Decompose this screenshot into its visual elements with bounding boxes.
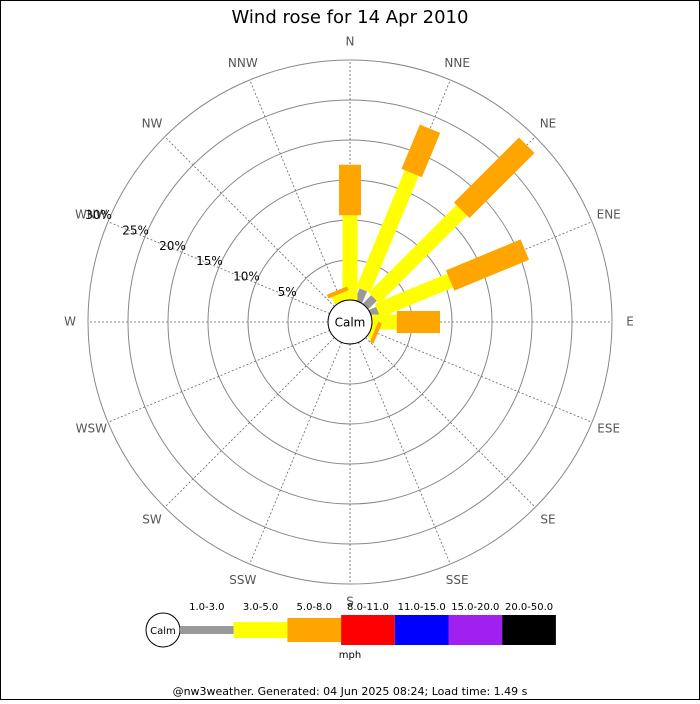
legend-swatch: [233, 622, 288, 638]
spoke: [164, 337, 335, 508]
bar: [367, 323, 377, 339]
bar: [453, 137, 535, 219]
spoke: [370, 330, 593, 423]
bar: [374, 273, 454, 318]
ring: [87, 59, 613, 585]
bar: [514, 132, 540, 158]
direction-label: ENE: [597, 207, 621, 221]
spoke: [107, 330, 330, 423]
r-tick-label: 5%: [278, 285, 297, 299]
spoke: [358, 342, 451, 565]
bar: [356, 170, 419, 293]
bar: [326, 286, 349, 299]
legend-swatch: [394, 615, 449, 645]
direction-label: NNE: [444, 56, 470, 70]
bar: [331, 291, 349, 305]
spoke: [164, 136, 335, 307]
direction-label: WNW: [75, 207, 108, 221]
direction-label: E: [626, 315, 634, 329]
legend-swatch: [448, 615, 503, 645]
r-tick-label: 20%: [159, 239, 186, 253]
calm-label: Calm: [335, 316, 366, 330]
bar: [369, 321, 382, 344]
direction-label: SW: [142, 512, 162, 526]
r-tick-label: 25%: [122, 224, 149, 238]
bar: [396, 311, 440, 333]
bar: [401, 124, 441, 178]
spoke: [249, 79, 342, 302]
bar: [342, 215, 358, 300]
r-tick-label: 15%: [196, 254, 223, 268]
legend-label: 15.0-20.0: [451, 602, 499, 613]
legend-label: 8.0-11.0: [347, 602, 389, 613]
bar: [339, 164, 361, 216]
r-tick-label: 10%: [233, 269, 260, 283]
spoke: [107, 221, 330, 314]
legend-swatch: [341, 615, 395, 645]
direction-label: N: [346, 35, 355, 49]
direction-label: WSW: [76, 422, 107, 436]
legend-label: 20.0-50.0: [505, 602, 553, 613]
legend-label: 5.0-8.0: [297, 602, 332, 613]
direction-label: NE: [540, 117, 557, 131]
direction-label: SSW: [229, 573, 256, 587]
direction-label: NNW: [228, 56, 258, 70]
direction-label: NW: [142, 117, 163, 131]
direction-label: S: [346, 595, 354, 609]
footer: @nw3weather. Generated: 04 Jun 2025 08:2…: [173, 685, 528, 698]
chart-title: Wind rose for 14 Apr 2010: [232, 7, 469, 28]
spoke: [249, 342, 342, 565]
unit-label: mph: [339, 650, 361, 661]
legend-label: 11.0-15.0: [398, 602, 446, 613]
direction-label: W: [64, 315, 76, 329]
bar: [445, 239, 530, 291]
direction-label: SE: [540, 512, 555, 526]
legend-label: 1.0-3.0: [189, 602, 224, 613]
calm-circle: [327, 299, 373, 345]
direction-label: SSE: [446, 573, 469, 587]
r-tick-label: 30%: [85, 208, 112, 222]
bar: [354, 288, 368, 304]
legend-calm-label: Calm: [150, 626, 176, 637]
bar: [362, 295, 377, 310]
legend-swatch: [180, 626, 234, 634]
bar: [416, 123, 444, 135]
bar: [368, 204, 468, 304]
spoke: [365, 337, 536, 508]
legend-swatch: [287, 618, 342, 642]
legend-swatch: [502, 615, 556, 645]
legend-label: 3.0-5.0: [243, 602, 278, 613]
direction-label: ESE: [597, 422, 620, 436]
